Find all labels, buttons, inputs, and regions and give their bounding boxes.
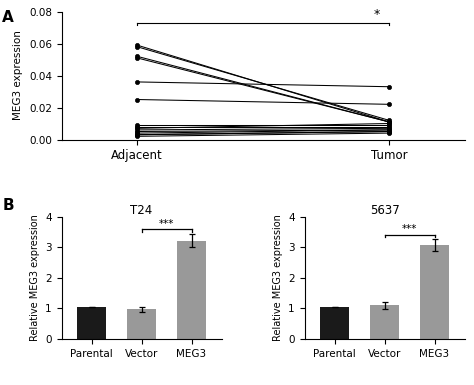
Bar bbox=[177, 241, 206, 339]
Y-axis label: Relative MEG3 expression: Relative MEG3 expression bbox=[273, 214, 283, 341]
Text: B: B bbox=[2, 198, 14, 213]
Title: 5637: 5637 bbox=[370, 204, 400, 217]
Bar bbox=[77, 307, 106, 339]
Bar bbox=[127, 309, 156, 339]
Bar bbox=[320, 307, 349, 339]
Text: *: * bbox=[373, 8, 380, 21]
Y-axis label: Relative MEG3 expression: Relative MEG3 expression bbox=[30, 214, 40, 341]
Y-axis label: MEG3 expression: MEG3 expression bbox=[13, 30, 23, 121]
Text: ***: *** bbox=[402, 224, 417, 234]
Title: T24: T24 bbox=[130, 204, 153, 217]
Bar bbox=[370, 305, 399, 339]
Bar bbox=[420, 245, 449, 339]
Text: A: A bbox=[2, 10, 14, 25]
Text: ***: *** bbox=[159, 219, 174, 229]
